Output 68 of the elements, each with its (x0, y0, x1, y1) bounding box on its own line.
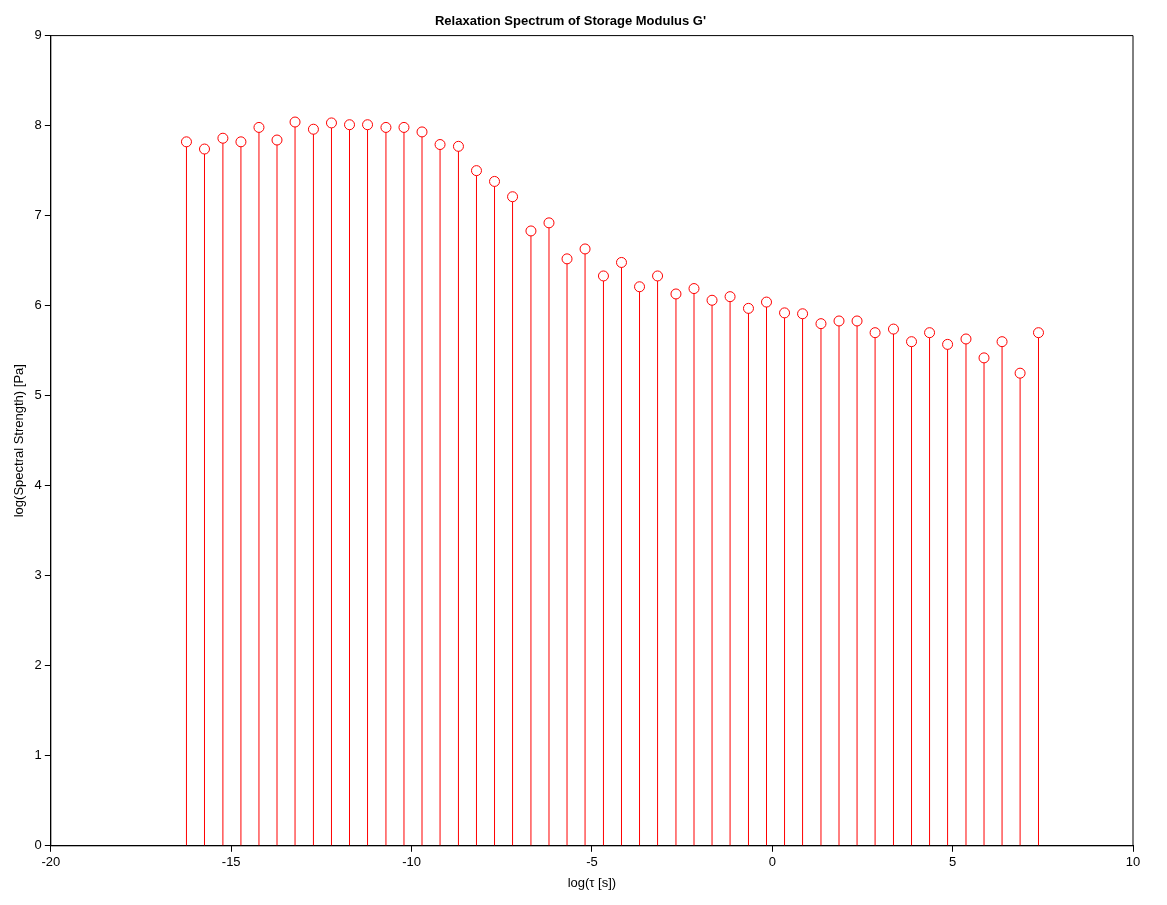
x-tick-label: 5 (949, 854, 957, 870)
x-tick-label: 0 (768, 854, 776, 870)
y-tick-label: 6 (34, 297, 42, 313)
point (180, 136, 192, 148)
point (597, 270, 609, 282)
point (507, 191, 519, 203)
point (525, 225, 537, 237)
point (271, 134, 283, 146)
point (761, 296, 773, 308)
point (996, 336, 1008, 348)
point (706, 294, 718, 306)
point (434, 139, 446, 151)
y-tick-label: 9 (34, 27, 42, 43)
point (217, 132, 229, 144)
point (634, 281, 646, 293)
point (561, 253, 573, 265)
point (670, 288, 682, 300)
point (724, 291, 736, 303)
point (199, 143, 210, 155)
point (452, 140, 464, 152)
point (815, 318, 827, 330)
point (470, 165, 482, 177)
point (869, 327, 881, 339)
y-tick-label: 2 (34, 657, 42, 673)
point (380, 121, 392, 133)
point (779, 307, 791, 319)
point (1014, 367, 1026, 379)
point (978, 352, 990, 364)
y-tick-label: 3 (34, 567, 42, 583)
point (325, 117, 337, 129)
point (742, 302, 754, 314)
point (543, 217, 555, 229)
point (887, 323, 899, 335)
point (688, 283, 700, 295)
point (906, 336, 918, 348)
point (652, 270, 664, 282)
point (579, 243, 591, 255)
point (1032, 327, 1044, 339)
x-tick-label: -5 (586, 854, 598, 870)
x-tick-label: -20 (41, 854, 61, 870)
x-tick-label: -15 (221, 854, 241, 870)
y-tick-label: 0 (34, 837, 42, 853)
point (924, 327, 936, 339)
point (489, 175, 501, 187)
x-tick-label: -10 (402, 854, 421, 870)
point (253, 121, 265, 133)
point (942, 338, 954, 350)
point (615, 256, 627, 268)
point (416, 126, 428, 138)
point (289, 116, 301, 128)
point (398, 121, 410, 133)
point (307, 123, 319, 135)
point (235, 136, 247, 148)
y-tick-label: 4 (34, 477, 42, 493)
point (851, 315, 863, 327)
chart-title: Relaxation Spectrum of Storage Modulus G' (434, 13, 707, 29)
y-tick-label: 1 (34, 747, 42, 763)
y-tick-label: 8 (34, 117, 42, 133)
y-axis-title: log(Spectral Strength) [Pa] (11, 364, 27, 518)
y-tick-label: 5 (34, 387, 42, 403)
point (797, 308, 809, 320)
y-tick-label: 7 (34, 207, 42, 223)
point (833, 315, 845, 327)
point (362, 119, 374, 131)
point (960, 333, 972, 345)
x-tick-label: 10 (1125, 854, 1141, 870)
point (344, 119, 356, 131)
x-axis-title: log(τ [s]) (567, 874, 617, 890)
